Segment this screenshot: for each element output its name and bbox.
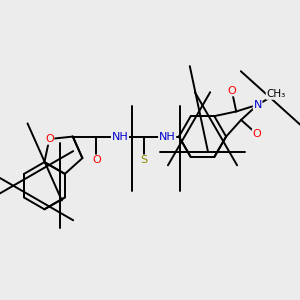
Text: O: O (227, 86, 236, 96)
Text: CH₃: CH₃ (266, 89, 286, 99)
Text: O: O (45, 134, 54, 144)
Text: NH: NH (159, 132, 176, 142)
Text: NH: NH (112, 132, 128, 142)
Text: N: N (254, 100, 262, 110)
Text: S: S (140, 155, 147, 165)
Text: O: O (92, 155, 101, 165)
Text: O: O (253, 129, 261, 139)
